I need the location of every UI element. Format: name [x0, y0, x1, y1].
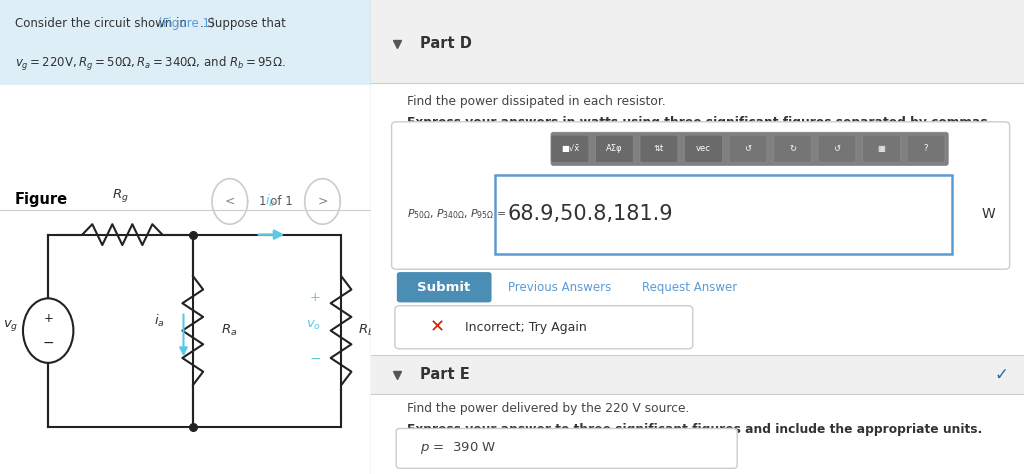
Text: ▦: ▦	[878, 145, 886, 153]
Text: ■√x̄: ■√x̄	[561, 145, 580, 153]
Text: ↺: ↺	[744, 145, 752, 153]
Text: $p$ =  390 W: $p$ = 390 W	[420, 440, 496, 456]
FancyBboxPatch shape	[640, 135, 678, 163]
Text: Part E: Part E	[420, 367, 469, 383]
Text: vec: vec	[696, 145, 711, 153]
FancyBboxPatch shape	[395, 306, 693, 349]
Text: Find the power dissipated in each resistor.: Find the power dissipated in each resist…	[407, 95, 666, 108]
FancyBboxPatch shape	[551, 135, 589, 163]
FancyBboxPatch shape	[729, 135, 767, 163]
Text: $v_g$: $v_g$	[3, 319, 18, 333]
FancyBboxPatch shape	[773, 135, 811, 163]
FancyBboxPatch shape	[551, 132, 948, 165]
Text: <: <	[224, 195, 236, 208]
Text: −: −	[42, 336, 54, 349]
FancyBboxPatch shape	[862, 135, 900, 163]
Text: 1 of 1: 1 of 1	[259, 195, 293, 208]
Text: +: +	[310, 291, 321, 304]
Text: Figure: Figure	[14, 192, 68, 207]
Text: Previous Answers: Previous Answers	[508, 281, 611, 294]
Text: (Figure 1): (Figure 1)	[158, 17, 214, 29]
FancyBboxPatch shape	[396, 428, 737, 468]
Text: Express your answers in watts using three significant figures separated by comma: Express your answers in watts using thre…	[407, 116, 992, 129]
Text: 68.9,50.8,181.9: 68.9,50.8,181.9	[508, 204, 674, 224]
FancyBboxPatch shape	[397, 272, 492, 302]
Text: +: +	[43, 312, 53, 325]
Text: ✓: ✓	[994, 366, 1008, 384]
Text: Express your answer to three significant figures and include the appropriate uni: Express your answer to three significant…	[407, 423, 982, 436]
Text: Find the power delivered by the 220 V source.: Find the power delivered by the 220 V so…	[407, 402, 689, 415]
Text: ↻: ↻	[788, 145, 796, 153]
Text: $i_a$: $i_a$	[154, 313, 165, 329]
Text: $R_g$: $R_g$	[112, 187, 129, 204]
Circle shape	[23, 299, 74, 363]
FancyBboxPatch shape	[0, 0, 371, 474]
Text: $R_b$: $R_b$	[357, 323, 375, 338]
Text: ✕: ✕	[429, 319, 444, 337]
Text: Consider the circuit shown in: Consider the circuit shown in	[14, 17, 190, 29]
FancyBboxPatch shape	[365, 0, 1024, 83]
Text: ⇅t: ⇅t	[654, 145, 665, 153]
Text: ?: ?	[924, 145, 928, 153]
Text: Submit: Submit	[417, 281, 470, 294]
FancyBboxPatch shape	[365, 355, 1024, 394]
FancyBboxPatch shape	[391, 122, 1010, 269]
FancyBboxPatch shape	[0, 0, 371, 85]
Text: $v_g = 220\mathrm{V}, R_g = 50\Omega, R_a = 340\Omega$, and $R_b = 95\Omega$.: $v_g = 220\mathrm{V}, R_g = 50\Omega, R_…	[14, 55, 286, 73]
Text: W: W	[982, 207, 995, 221]
Text: >: >	[317, 195, 328, 208]
FancyBboxPatch shape	[596, 135, 634, 163]
Text: $i_b$: $i_b$	[265, 192, 276, 209]
Text: ↺: ↺	[834, 145, 841, 153]
FancyBboxPatch shape	[495, 175, 952, 254]
Text: $P_{50\Omega}$, $P_{340\Omega}$, $P_{95\Omega}$ =: $P_{50\Omega}$, $P_{340\Omega}$, $P_{95\…	[407, 207, 506, 221]
FancyBboxPatch shape	[684, 135, 722, 163]
FancyBboxPatch shape	[818, 135, 856, 163]
Text: Part D: Part D	[420, 36, 472, 51]
Text: $R_a$: $R_a$	[220, 323, 237, 338]
FancyBboxPatch shape	[907, 135, 945, 163]
Text: −: −	[309, 352, 321, 366]
Text: Incorrect; Try Again: Incorrect; Try Again	[466, 321, 587, 334]
Text: AΣφ: AΣφ	[606, 145, 623, 153]
Text: Request Answer: Request Answer	[642, 281, 737, 294]
Text: . Suppose that: . Suppose that	[200, 17, 286, 29]
Text: $v_o$: $v_o$	[306, 319, 321, 332]
FancyBboxPatch shape	[371, 0, 1024, 474]
